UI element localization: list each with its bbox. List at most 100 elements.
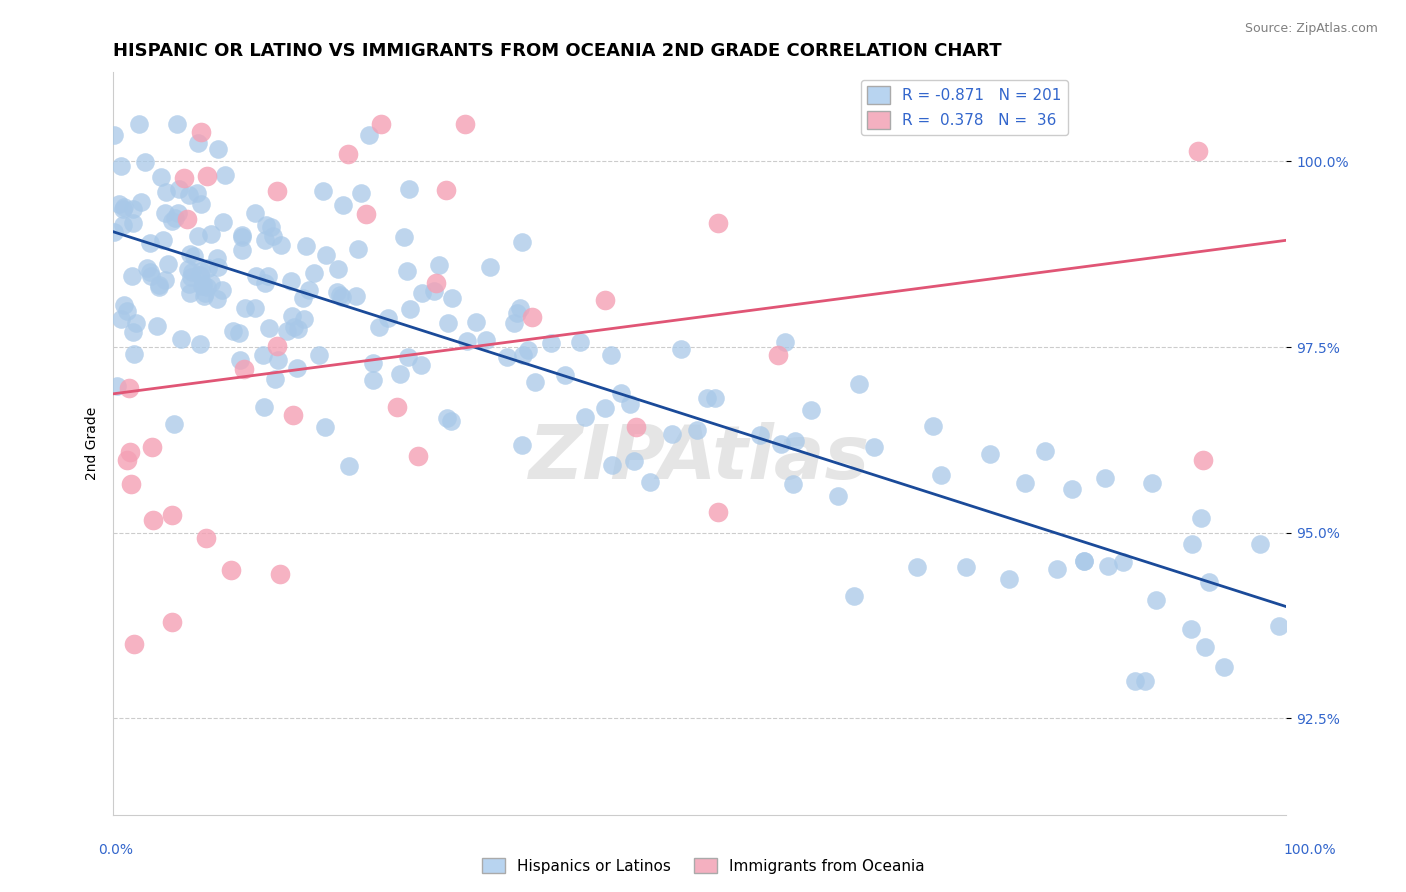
Point bbox=[103, 225, 125, 239]
Point bbox=[540, 335, 562, 350]
Point bbox=[456, 334, 478, 349]
Point bbox=[243, 301, 266, 316]
Point bbox=[1045, 562, 1067, 576]
Point bbox=[115, 453, 138, 467]
Point bbox=[228, 352, 250, 367]
Point bbox=[233, 361, 256, 376]
Point bbox=[186, 186, 208, 200]
Point bbox=[354, 207, 377, 221]
Point bbox=[361, 356, 384, 370]
Point bbox=[200, 276, 222, 290]
Point bbox=[110, 159, 132, 173]
Point bbox=[440, 414, 463, 428]
Point bbox=[260, 220, 283, 235]
Point bbox=[173, 170, 195, 185]
Point bbox=[122, 346, 145, 360]
Point bbox=[191, 278, 214, 293]
Point bbox=[190, 125, 212, 139]
Point bbox=[295, 239, 318, 253]
Point bbox=[337, 459, 360, 474]
Point bbox=[1187, 144, 1209, 158]
Point bbox=[148, 278, 170, 293]
Point bbox=[411, 286, 433, 301]
Point bbox=[671, 342, 693, 356]
Point bbox=[332, 290, 354, 304]
Point bbox=[326, 261, 349, 276]
Point bbox=[979, 447, 1001, 461]
Point bbox=[207, 252, 229, 266]
Point bbox=[112, 297, 135, 311]
Point bbox=[1094, 470, 1116, 484]
Point bbox=[188, 268, 211, 282]
Point bbox=[377, 310, 399, 325]
Point bbox=[905, 560, 928, 574]
Point bbox=[516, 343, 538, 357]
Point bbox=[297, 284, 319, 298]
Point bbox=[222, 324, 245, 338]
Point bbox=[141, 441, 163, 455]
Point bbox=[270, 238, 292, 252]
Point bbox=[118, 381, 141, 395]
Point bbox=[200, 227, 222, 242]
Point bbox=[254, 218, 277, 232]
Point bbox=[283, 320, 305, 334]
Point bbox=[474, 333, 496, 347]
Point bbox=[1191, 453, 1213, 467]
Point bbox=[574, 409, 596, 424]
Point bbox=[436, 410, 458, 425]
Point bbox=[304, 267, 326, 281]
Point bbox=[827, 489, 849, 503]
Point bbox=[336, 147, 359, 161]
Point bbox=[1212, 659, 1234, 673]
Point bbox=[121, 269, 143, 284]
Point bbox=[1033, 444, 1056, 458]
Point bbox=[167, 206, 190, 220]
Point bbox=[197, 260, 219, 275]
Point bbox=[262, 228, 284, 243]
Point bbox=[367, 319, 389, 334]
Point bbox=[155, 185, 177, 199]
Point bbox=[640, 475, 662, 489]
Point bbox=[177, 277, 200, 291]
Point bbox=[593, 401, 616, 415]
Point bbox=[509, 301, 531, 315]
Point bbox=[264, 372, 287, 386]
Point bbox=[180, 265, 202, 279]
Y-axis label: 2nd Grade: 2nd Grade bbox=[86, 407, 100, 480]
Point bbox=[398, 301, 420, 316]
Point bbox=[929, 467, 952, 482]
Point bbox=[707, 216, 730, 230]
Text: 100.0%: 100.0% bbox=[1284, 843, 1336, 857]
Point bbox=[434, 183, 457, 197]
Point bbox=[1181, 537, 1204, 551]
Point bbox=[257, 321, 280, 335]
Point bbox=[1267, 619, 1289, 633]
Point bbox=[749, 427, 772, 442]
Point bbox=[423, 284, 446, 298]
Point bbox=[609, 385, 631, 400]
Point bbox=[921, 419, 943, 434]
Point bbox=[332, 198, 354, 212]
Point bbox=[165, 211, 187, 226]
Text: Source: ZipAtlas.com: Source: ZipAtlas.com bbox=[1244, 22, 1378, 36]
Point bbox=[1249, 537, 1271, 551]
Point bbox=[207, 292, 229, 306]
Point bbox=[136, 260, 159, 275]
Point bbox=[120, 476, 142, 491]
Point bbox=[624, 419, 647, 434]
Point bbox=[122, 326, 145, 340]
Point bbox=[1198, 575, 1220, 590]
Point bbox=[661, 426, 683, 441]
Point bbox=[706, 505, 728, 519]
Point bbox=[193, 277, 215, 291]
Point bbox=[266, 339, 288, 353]
Point bbox=[703, 391, 725, 405]
Point bbox=[388, 367, 411, 381]
Point bbox=[269, 567, 291, 582]
Point bbox=[600, 348, 623, 362]
Point bbox=[122, 202, 145, 217]
Point bbox=[769, 437, 792, 451]
Point bbox=[190, 264, 212, 278]
Point bbox=[243, 205, 266, 219]
Point bbox=[510, 438, 533, 452]
